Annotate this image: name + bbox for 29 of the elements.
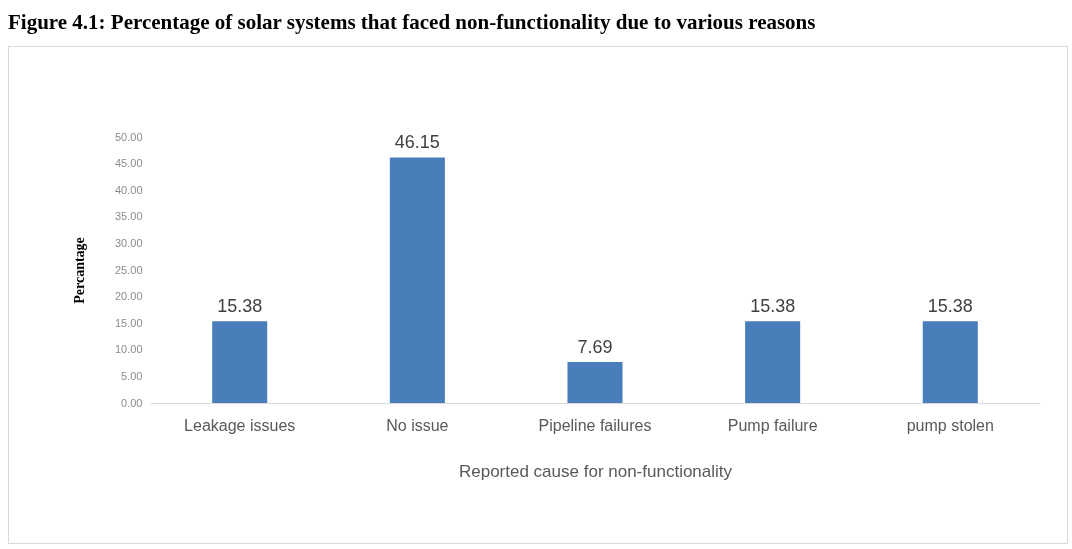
x-tick-label: Pipeline failures bbox=[538, 416, 652, 434]
y-axis-title: Percantage bbox=[71, 237, 87, 304]
y-tick-label: 20.00 bbox=[114, 290, 143, 303]
data-label: 15.38 bbox=[750, 296, 796, 317]
bar bbox=[922, 321, 978, 403]
y-tick-label: 40.00 bbox=[114, 183, 143, 196]
y-tick-label: 45.00 bbox=[114, 157, 143, 170]
y-tick-label: 10.00 bbox=[114, 343, 143, 356]
y-tick-label: 15.00 bbox=[114, 316, 143, 329]
x-tick-label: Leakage issues bbox=[184, 416, 296, 434]
data-label: 46.15 bbox=[394, 132, 440, 153]
chart-title: Figure 4.1: Percentage of solar systems that faced non-functionality due to various reasons bbox=[8, 10, 816, 35]
y-tick-label: 35.00 bbox=[114, 210, 143, 223]
y-tick-label: 25.00 bbox=[114, 263, 143, 276]
bar bbox=[212, 321, 268, 403]
y-tick-label: 30.00 bbox=[114, 236, 143, 249]
y-tick-label: 50.00 bbox=[114, 130, 143, 143]
x-tick-label: No issue bbox=[386, 416, 449, 434]
bar bbox=[567, 362, 623, 403]
data-label: 7.69 bbox=[577, 337, 613, 358]
y-tick-label: 0.00 bbox=[121, 396, 143, 409]
data-label: 15.38 bbox=[217, 296, 263, 317]
x-tick-label: pump stolen bbox=[906, 416, 994, 434]
x-tick-label: Pump failure bbox=[727, 416, 818, 434]
y-tick-label: 5.00 bbox=[121, 369, 143, 382]
data-label: 15.38 bbox=[927, 296, 973, 317]
bar bbox=[745, 321, 801, 403]
bar bbox=[389, 157, 445, 403]
x-axis-title: Reported cause for non-functionality bbox=[458, 461, 733, 481]
